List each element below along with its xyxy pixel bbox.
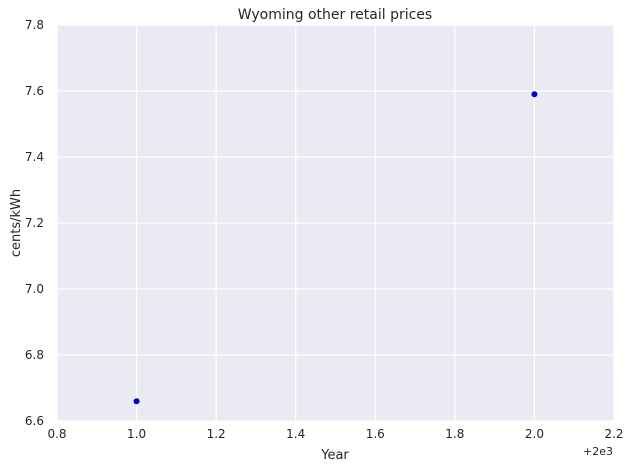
data-points [133, 91, 538, 405]
y-tick-label: 6.8 [25, 348, 44, 362]
x-axis-label: Year [320, 448, 349, 463]
chart-title: Wyoming other retail prices [238, 7, 432, 23]
data-point [133, 398, 140, 405]
y-tick-label: 7.2 [25, 216, 44, 230]
y-tick-label: 7.6 [25, 84, 44, 98]
x-tick-label: 2.0 [525, 427, 544, 441]
y-tick-label: 7.8 [25, 18, 44, 32]
x-tick-label: 1.0 [127, 427, 146, 441]
grid [56, 24, 615, 422]
x-tick-label: 1.2 [207, 427, 226, 441]
x-offset-label: +2e3 [583, 445, 613, 458]
y-tick-label: 7.4 [25, 150, 44, 164]
x-tick-label: 0.8 [47, 427, 66, 441]
y-tick-label: 6.6 [25, 414, 44, 428]
y-tick-label: 7.0 [25, 282, 44, 296]
y-axis-label: cents/kWh [9, 189, 24, 257]
data-point [531, 91, 538, 98]
x-tick-label: 1.8 [445, 427, 464, 441]
x-tick-labels: 0.8 1.0 1.2 1.4 1.6 1.8 2.0 2.2 [47, 427, 623, 441]
x-tick-label: 1.4 [286, 427, 305, 441]
x-tick-label: 1.6 [366, 427, 385, 441]
y-tick-labels: 6.6 6.8 7.0 7.2 7.4 7.6 7.8 [25, 18, 44, 428]
x-tick-label: 2.2 [604, 427, 623, 441]
